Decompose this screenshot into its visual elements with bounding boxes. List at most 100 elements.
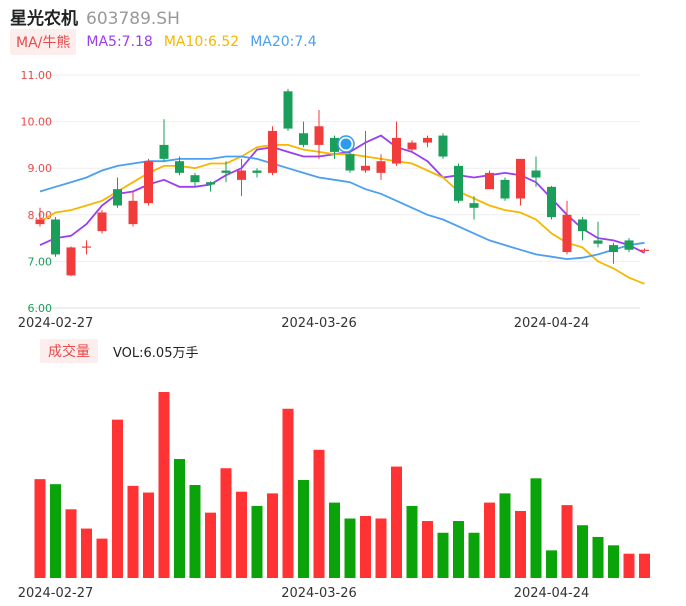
volume-bar	[468, 532, 480, 578]
volume-bar	[329, 502, 340, 578]
candle	[206, 181, 215, 192]
candle	[624, 238, 634, 253]
x-tick-label: 2024-03-26	[281, 316, 357, 330]
volume-legend: 成交量 VOL:6.05万手	[40, 339, 199, 363]
volume-bar	[515, 510, 526, 578]
volume-bar	[530, 478, 542, 578]
candle	[221, 161, 231, 183]
volume-bar	[267, 493, 278, 578]
volume-bar	[158, 392, 170, 578]
x-tick-label: 2024-03-26	[281, 586, 357, 601]
candle	[51, 217, 60, 257]
candle	[361, 130, 370, 173]
stock-name: 星光农机	[10, 9, 78, 29]
candlesticks	[35, 88, 649, 277]
candle	[593, 221, 603, 248]
candle	[392, 121, 401, 166]
volume-value: VOL:6.05万手	[113, 345, 199, 361]
marker-icon[interactable]	[337, 135, 355, 153]
volume-bar	[112, 419, 123, 578]
x-tick-label: 2024-04-24	[514, 586, 590, 601]
moving-average-lines	[39, 134, 645, 285]
volume-bar	[205, 512, 216, 578]
y-tick-label: 6.00	[28, 302, 53, 315]
volume-bar	[437, 532, 449, 578]
candle	[531, 156, 541, 187]
candle	[190, 172, 200, 187]
volume-bar	[34, 479, 46, 578]
candle	[35, 207, 45, 227]
candle	[345, 149, 355, 173]
candle	[82, 240, 91, 255]
y-tick-label: 9.00	[28, 162, 53, 175]
candle	[314, 109, 324, 159]
y-tick-label: 7.00	[28, 255, 53, 268]
y-tick-label: 11.00	[21, 69, 53, 82]
volume-bar	[577, 525, 588, 578]
candle	[237, 158, 246, 197]
ma-legend: MA/牛熊 MA5:7.18 MA10:6.52 MA20:7.4	[10, 29, 328, 55]
candle	[175, 156, 184, 176]
volume-bar	[406, 505, 418, 578]
candle	[159, 119, 169, 162]
volume-bar	[623, 553, 635, 578]
volume-bar	[561, 505, 573, 578]
volume-bar	[189, 485, 201, 578]
ma10-line	[39, 143, 645, 285]
candle	[128, 191, 138, 227]
candle	[97, 210, 107, 234]
candle	[516, 158, 525, 206]
volume-bars	[34, 392, 650, 578]
price-x-axis: 2024-02-27 2024-03-26 2024-04-24	[18, 316, 590, 330]
candle	[113, 177, 122, 208]
volume-bar	[344, 518, 356, 578]
volume-bar	[499, 493, 511, 578]
stock-header: 星光农机 603789.SH	[10, 4, 180, 29]
volume-bar	[375, 518, 387, 578]
y-tick-label: 10.00	[21, 116, 53, 129]
ma20-legend: MA20:7.4	[250, 34, 317, 50]
candle	[469, 196, 479, 220]
candle	[283, 88, 293, 131]
volume-bar	[251, 505, 263, 578]
volume-bar	[81, 528, 92, 578]
candle	[640, 248, 649, 253]
candle	[376, 154, 386, 180]
candle	[407, 140, 417, 152]
volume-bar	[391, 466, 402, 578]
volume-bar	[127, 485, 139, 578]
volume-bar	[298, 479, 309, 578]
x-tick-label: 2024-04-24	[514, 316, 590, 330]
volume-bar	[143, 492, 154, 578]
volume-bar	[65, 509, 77, 578]
volume-bar	[282, 408, 294, 578]
stock-code: 603789.SH	[86, 9, 180, 29]
candle	[252, 168, 262, 178]
candle	[330, 135, 339, 159]
volume-x-axis: 2024-02-27 2024-03-26 2024-04-24	[18, 586, 590, 601]
ma10-legend: MA10:6.52	[163, 34, 240, 50]
volume-bar	[546, 550, 557, 578]
volume-indicator-selector[interactable]: 成交量	[40, 339, 98, 363]
ma20-line	[39, 155, 645, 261]
candle	[562, 200, 572, 255]
x-tick-label: 2024-02-27	[18, 316, 94, 330]
candle	[578, 217, 587, 241]
volume-bar	[96, 538, 108, 578]
ma5-legend: MA5:7.18	[86, 34, 153, 50]
ma-indicator-selector[interactable]: MA/牛熊	[10, 29, 77, 55]
volume-bar	[608, 545, 619, 578]
volume-bar	[639, 553, 650, 578]
candle	[144, 158, 153, 206]
volume-bar	[453, 521, 464, 578]
candle	[500, 177, 510, 201]
candle	[423, 135, 432, 148]
volume-bar	[50, 484, 61, 578]
x-tick-label: 2024-02-27	[18, 586, 94, 601]
volume-bar	[313, 449, 325, 578]
volume-bar	[422, 521, 433, 578]
candle	[299, 121, 308, 148]
volume-bar	[484, 502, 495, 578]
candle	[547, 185, 556, 220]
